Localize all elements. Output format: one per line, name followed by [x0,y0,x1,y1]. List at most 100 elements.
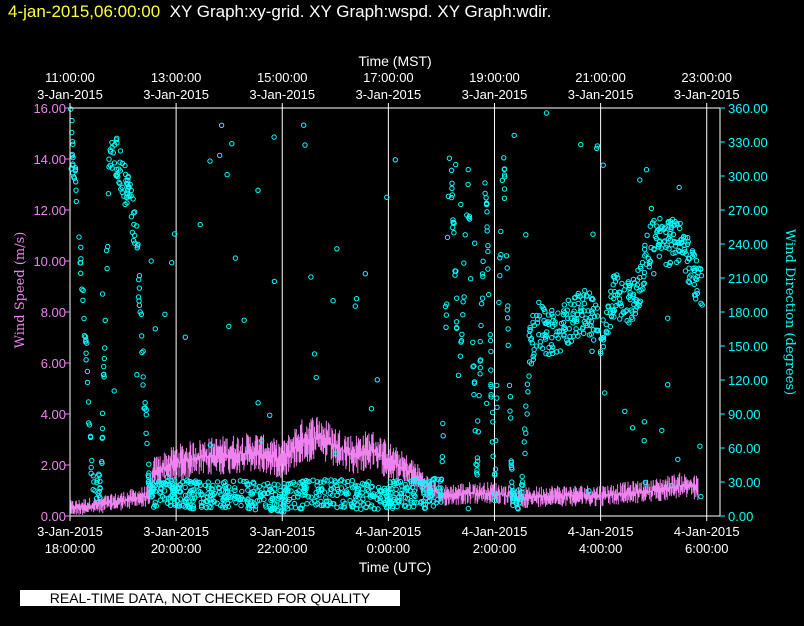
wind-direction-point [477,371,483,377]
wind-direction-point [208,485,215,492]
wind-direction-point [504,315,511,321]
x-bottom-tick-date: 3-Jan-2015 [249,524,315,539]
wind-direction-point [465,505,471,512]
wind-direction-point [634,304,640,310]
x-bottom-tick-date: 4-Jan-2015 [355,524,421,539]
wind-direction-point [353,506,360,512]
wind-direction-point [499,177,505,184]
wind-direction-point [434,497,441,503]
wind-direction-point [248,489,254,496]
wind-direction-point [389,505,396,511]
wind-direction-point [140,382,146,388]
wind-direction-point [70,161,76,167]
wind-direction-point [241,478,247,485]
wind-direction-point [590,296,596,303]
wind-direction-point [598,350,604,357]
wind-direction-point [591,337,597,343]
y-right-tick-label: 210.00 [728,271,768,286]
wind-direction-point [526,373,532,379]
wind-direction-point [476,392,482,399]
wind-direction-point [665,315,671,321]
y-left-tick-label: 4.00 [41,407,66,422]
wind-direction-point [232,255,239,261]
right-axis-label: Wind Direction (degrees) [782,229,797,395]
wind-direction-point [405,496,411,502]
wind-direction-point [698,273,705,279]
x-top-tick-date: 3-Jan-2015 [249,87,315,102]
wind-direction-point [266,483,272,490]
wind-direction-point [545,312,552,318]
wind-direction-point [427,493,433,499]
wind-direction-point [680,235,687,241]
wind-direction-point [667,259,673,266]
wind-direction-point [531,322,538,329]
wind-direction-point [398,493,405,499]
wind-direction-point [472,240,478,246]
wind-direction-point [611,273,617,279]
y-right-tick-label: 360.00 [728,101,768,116]
wind-direction-point [543,110,550,116]
wind-direction-point [643,167,650,173]
wind-direction-point [514,500,520,506]
y-right-tick-label: 180.00 [728,305,768,320]
wind-direction-point [592,302,599,308]
wind-direction-point [81,315,87,322]
wind-direction-point [600,335,606,341]
x-top-tick-date: 3-Jan-2015 [37,87,103,102]
wind-direction-point [698,493,704,500]
wind-direction-point [511,491,517,497]
wind-direction-point [227,494,234,501]
wind-direction-point [82,334,89,340]
x-bottom-tick-time: 22:00:00 [257,541,308,556]
wind-direction-point [557,348,563,354]
wind-direction-point [578,307,584,313]
y-right-tick-label: 120.00 [728,373,768,388]
wind-direction-point [281,481,287,487]
y-right-tick-label: 330.00 [728,135,768,150]
wind-direction-point [450,217,456,223]
wind-direction-point [568,301,574,307]
wind-direction-point [487,332,493,338]
x-top-tick-date: 3-Jan-2015 [462,87,528,102]
wind-direction-point [230,478,237,484]
wind-direction-point [191,495,198,501]
wind-direction-point [458,201,464,208]
wind-direction-point [490,419,496,425]
wind-direction-point [389,498,396,504]
wind-direction-point [683,251,689,257]
wind-direction-point [514,505,521,511]
wind-direction-point [656,253,662,259]
x-bottom-tick-date: 4-Jan-2015 [568,524,634,539]
wind-direction-point [668,224,674,231]
wind-direction-point [226,484,232,490]
wind-direction-point [401,503,408,509]
wind-direction-point [498,251,504,258]
wind-direction-point [670,216,676,223]
wind-direction-point [488,392,494,398]
wind-direction-point [113,137,120,143]
y-left-tick-label: 12.00 [33,203,66,218]
wind-direction-point [148,258,154,264]
wind-direction-point [314,482,320,489]
y-left-tick-label: 16.00 [33,101,66,116]
wind-direction-point [549,335,555,341]
wind-direction-point [385,485,391,491]
wind-direction-point [82,339,89,345]
wind-direction-point [224,171,230,178]
wind-direction-point [426,478,432,484]
wind-direction-point [501,166,508,172]
wind-direction-point [505,326,511,332]
wind-direction-point [249,491,256,497]
wind-direction-point [455,372,462,378]
wind-direction-point [285,487,291,493]
wind-direction-point [669,224,675,230]
wind-direction-point [491,497,498,504]
wind-direction-point [490,453,496,459]
wind-direction-point [566,326,572,332]
wind-direction-point [509,479,515,485]
wind-direction-point [371,493,377,500]
y-right-tick-label: 30.00 [728,475,761,490]
wind-direction-point [451,230,457,236]
wind-direction-point [328,482,334,488]
wind-direction-point [109,165,115,171]
